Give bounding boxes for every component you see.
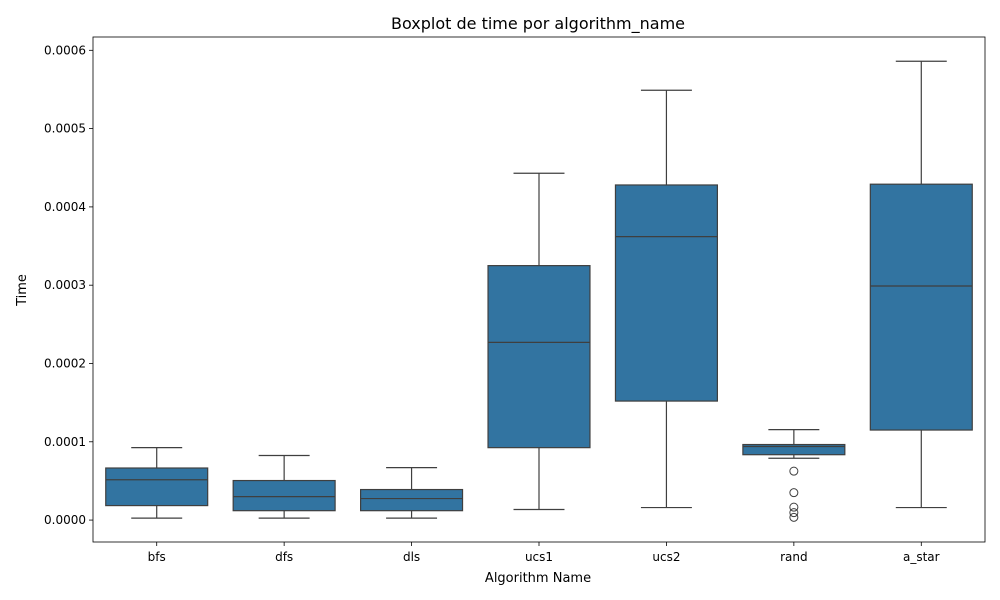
iqr-box (742, 443, 846, 456)
y-tick-label: 0.0003 (44, 278, 86, 292)
iqr-box (614, 184, 719, 402)
y-tick-label: 0.0004 (44, 200, 86, 214)
x-tick-label: dfs (275, 550, 293, 564)
iqr-box (105, 467, 209, 507)
x-tick-label: dls (403, 550, 420, 564)
box-bfs (105, 447, 209, 519)
iqr-box (360, 488, 464, 512)
y-tick-label: 0.0006 (44, 43, 86, 57)
iqr-box (487, 265, 591, 449)
x-tick-label: a_star (903, 550, 940, 564)
x-axis: bfs dfs dls ucs1 ucs2 rand a_star (148, 542, 940, 564)
chart-title: Boxplot de time por algorithm_name (391, 14, 685, 34)
box-a_star (869, 60, 973, 509)
outlier-point (789, 466, 799, 476)
y-axis-label: Time (15, 274, 30, 307)
boxes-group (105, 60, 973, 522)
iqr-box (869, 183, 973, 431)
x-tick-label: ucs1 (525, 550, 553, 564)
box-ucs1 (487, 172, 591, 511)
x-tick-label: bfs (148, 550, 166, 564)
outlier-point (789, 488, 799, 498)
x-tick-label: ucs2 (652, 550, 680, 564)
box-rand (742, 429, 846, 522)
box-dfs (232, 454, 336, 519)
box-ucs2 (614, 89, 719, 509)
x-axis-label: Algorithm Name (485, 571, 591, 586)
y-tick-label: 0.0002 (44, 356, 86, 370)
outlier-point (789, 512, 799, 522)
y-tick-label: 0.0005 (44, 122, 86, 136)
y-tick-label: 0.0000 (44, 513, 86, 527)
y-axis: 0.0000 0.0001 0.0002 0.0003 0.0004 0.0005 0.00… (44, 43, 93, 527)
outlier-point (789, 502, 799, 512)
y-tick-label: 0.0001 (44, 435, 86, 449)
iqr-box (232, 479, 336, 512)
outlier-point (789, 508, 799, 518)
box-dls (360, 467, 464, 519)
x-tick-label: rand (780, 550, 808, 564)
